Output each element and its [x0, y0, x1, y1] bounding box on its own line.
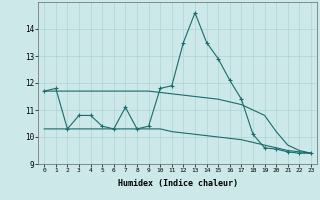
- X-axis label: Humidex (Indice chaleur): Humidex (Indice chaleur): [118, 179, 238, 188]
